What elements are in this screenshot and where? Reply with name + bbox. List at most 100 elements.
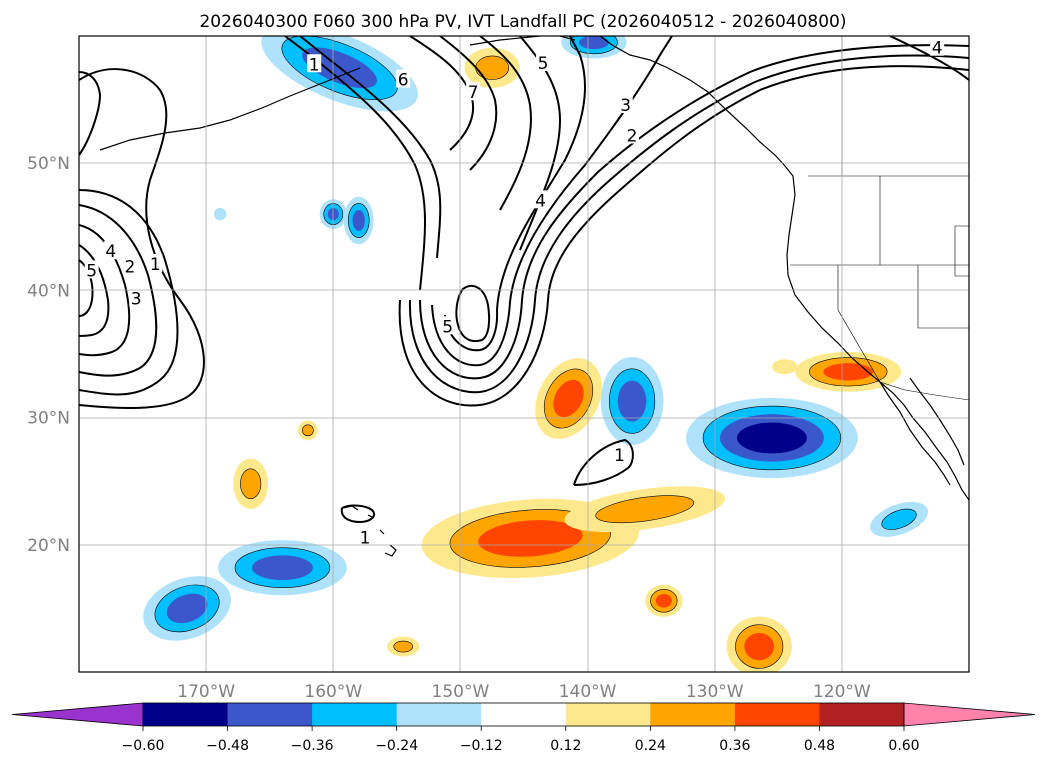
pv-label-bg: [625, 125, 640, 144]
colorbar-segment: [819, 703, 905, 726]
plot-title: 2026040300 F060 300 hPa PV, IVT Landfall…: [199, 12, 846, 32]
ivt-blob: [600, 356, 664, 446]
pv-contour-cutoff-low-4: [408, 54, 969, 394]
pv-contour-label: 7: [468, 83, 479, 103]
colorbar-tick-label: −0.12: [460, 738, 503, 754]
pv-contour-west-1: [79, 68, 205, 409]
latitude-label: 50°N: [27, 154, 70, 174]
pv-contour-label: 1: [150, 255, 161, 275]
pv-contour-label: 5: [442, 317, 453, 337]
ivt-level-fill: [881, 508, 917, 530]
pv-label-bg: [358, 527, 373, 546]
ivt-shading-layer: [143, 36, 928, 672]
ivt-level-fill: [475, 55, 510, 80]
pv-label-bg: [307, 54, 322, 73]
ivt-level-fill: [352, 209, 365, 231]
pv-contour-label: 3: [620, 96, 631, 116]
pv-label-bg: [612, 444, 627, 463]
pv-label-bg: [396, 69, 411, 88]
pv-contour-subtropical: [573, 438, 634, 486]
pv-contour-ne: [889, 36, 969, 81]
colorbar-tick-label: −0.36: [291, 738, 334, 754]
pv-contours: [79, 36, 969, 524]
latitude-labels: 50°N 40°N 30°N 20°N: [27, 154, 70, 556]
pv-label-bg: [122, 256, 137, 275]
ivt-blob: [870, 501, 928, 537]
pv-contour-label: 1: [309, 55, 320, 75]
ivt-level-fill: [393, 640, 413, 653]
north-america-coastline: [599, 36, 969, 501]
colorbar-segment: [312, 703, 398, 726]
pv-label-bg: [930, 37, 945, 56]
colorbar-tick-label: −0.48: [206, 738, 249, 754]
colorbar-frame: [142, 702, 905, 727]
ivt-blob: [535, 358, 602, 439]
pv-label-bg: [440, 316, 455, 335]
pv-contour-label: 5: [538, 54, 549, 74]
pv-label-bg: [466, 82, 481, 101]
colorbar-segment: [650, 703, 736, 726]
ivt-level-fill: [737, 422, 807, 454]
gulf-california-coastline: [909, 377, 965, 466]
pv-label-bg: [148, 253, 163, 272]
pv-contour-label: 4: [105, 242, 116, 262]
ivt-level-fill: [553, 379, 584, 418]
ivt-blob: [343, 196, 374, 245]
pv-contour-label: 4: [535, 191, 546, 211]
ivt-level-fill: [655, 594, 672, 608]
ivt-blob: [218, 540, 347, 596]
ivt-level-fill: [240, 468, 262, 500]
pv-contour-label: 6: [398, 71, 409, 91]
colorbar-segment: [396, 703, 482, 726]
longitude-label: 150°W: [432, 682, 490, 702]
longitude-label: 140°W: [559, 682, 617, 702]
ivt-level-fill: [302, 424, 314, 437]
pv-contour-label: 1: [614, 446, 625, 466]
pv-contour-cutoff-low-5: [419, 44, 969, 380]
pv-contour-cutoff-low-8: [455, 284, 491, 343]
ivt-level-fill: [213, 207, 227, 221]
pv-contour-cutoff-low-6: [431, 36, 673, 367]
pv-label-bg: [533, 190, 548, 209]
pv-contour-cutoff-low-7: [444, 36, 586, 352]
pv-contour-label: 2: [124, 258, 135, 278]
ivt-blob: [772, 359, 798, 375]
colorbar-extend-max: [903, 702, 1036, 727]
colorbar-tick-label: 0.48: [804, 738, 835, 754]
state-borders: [790, 176, 969, 383]
colorbar-segment: [481, 703, 567, 726]
colorbar-tick-label: 0.36: [719, 738, 750, 754]
ivt-level-fill: [251, 555, 313, 581]
colorbar-segment: [734, 703, 820, 726]
colorbar-tick-label: −0.24: [375, 738, 418, 754]
longitude-label: 130°W: [686, 682, 744, 702]
ivt-level-fill: [166, 593, 208, 624]
pv-label-bg: [536, 52, 551, 71]
ivt-blob: [386, 636, 420, 657]
ivt-level-fill: [478, 520, 583, 557]
pv-contour-west-7: [79, 71, 102, 156]
colorbar-extend-min: [11, 702, 144, 727]
pv-contour-trough-10: [479, 36, 532, 211]
ivt-level-fill: [772, 359, 798, 375]
latitude-label: 20°N: [27, 536, 70, 556]
us-mexico-border: [879, 381, 969, 401]
ivt-blob: [564, 486, 726, 533]
colorbar-tick-label: 0.12: [550, 738, 581, 754]
pv-contour-west-3: [79, 204, 158, 377]
latitude-label: 30°N: [27, 409, 70, 429]
colorbar: −0.60 −0.48 −0.36 −0.24 −0.12 0.12 0.24 0.36 0.4…: [11, 702, 1036, 754]
colorbar-tick-label: 0.60: [888, 738, 919, 754]
pv-contour-label: 2: [627, 126, 638, 146]
pv-contour-west-4: [79, 224, 131, 357]
map-frame: [78, 35, 970, 673]
colorbar-segment: [227, 703, 313, 726]
colorbar-segment: [565, 703, 651, 726]
pv-label-bg: [129, 288, 144, 307]
aleutian-islands: [99, 67, 361, 151]
pv-contour-cutoff-low-1: [299, 36, 442, 259]
ivt-blob: [464, 47, 520, 88]
